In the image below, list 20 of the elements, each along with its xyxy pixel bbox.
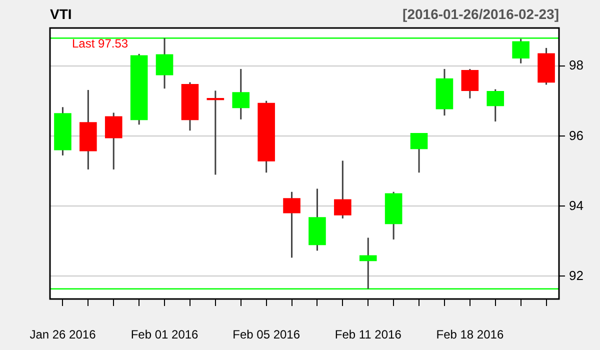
y-tick-label: 92	[569, 268, 584, 283]
y-tick-label: 98	[569, 58, 584, 73]
candlestick	[410, 132, 428, 174]
chart-subtitle: [2016-01-26/2016-02-23]	[402, 6, 559, 22]
candlestick	[486, 88, 504, 122]
annotation: Last 97.53	[72, 36, 128, 50]
candlestick	[461, 68, 479, 100]
x-tick-label: Feb 01 2016	[130, 328, 199, 342]
x-tick-label: Feb 05 2016	[232, 328, 300, 342]
y-tick-label: 94	[569, 198, 584, 213]
x-tick-label: Feb 18 2016	[436, 328, 504, 342]
candlestick	[206, 90, 224, 176]
y-tick-label: 96	[569, 128, 584, 143]
x-tick-label: Feb 11 2016	[334, 328, 402, 342]
candlestick	[283, 191, 300, 258]
candlestick	[334, 160, 352, 220]
candlestick	[232, 68, 250, 120]
x-tick-label: Jan 26 2016	[30, 328, 96, 342]
candlestick	[104, 112, 122, 170]
chart-title: VTI	[50, 6, 72, 22]
